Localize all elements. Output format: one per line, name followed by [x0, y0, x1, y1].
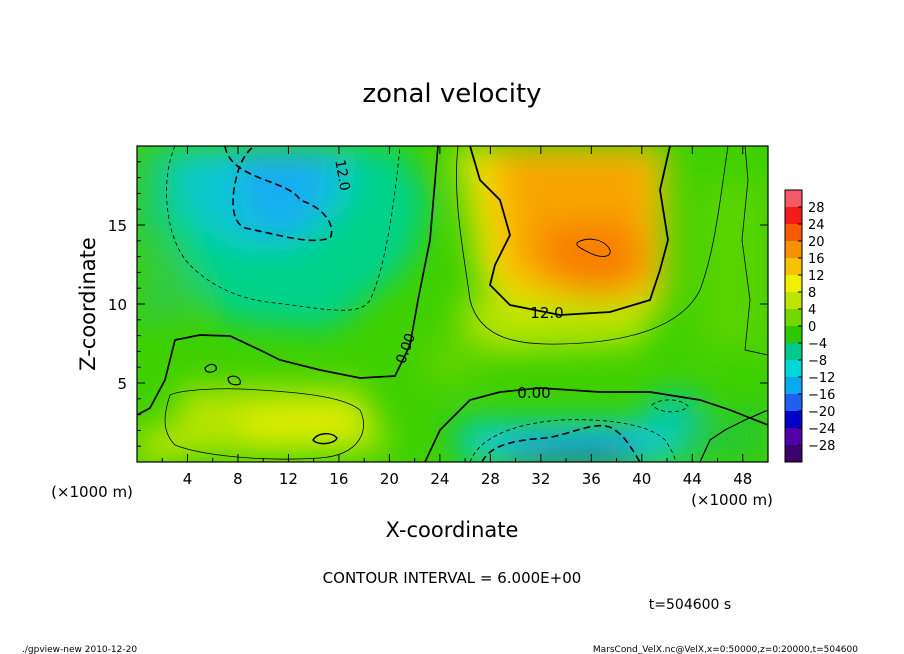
contour-label-zero-bottom: 0.00 [517, 384, 550, 402]
colorbar-swatch [785, 343, 802, 361]
colorbar-swatch [785, 360, 802, 378]
colorbar-label: 28 [808, 201, 825, 216]
colorbar-label: 16 [808, 252, 825, 267]
colorbar-label: 24 [808, 218, 825, 233]
x-tick-label: 16 [329, 470, 348, 488]
colorbar-swatch [785, 292, 802, 310]
colorbar-label: −8 [808, 354, 827, 369]
x-unit-label-left: (×1000 m) [51, 483, 133, 501]
y-axis: 5 10 15 [108, 161, 768, 447]
colorbar-swatch [785, 394, 802, 412]
plot-area: 12.0 0.00 12.0 0.00 [136, 145, 769, 463]
time-label: t=504600 s [649, 597, 731, 613]
program-footer: ./gpview-new 2010-12-20 [22, 645, 137, 654]
x-tick-label: 44 [683, 470, 702, 488]
x-tick-label: 40 [632, 470, 651, 488]
y-tick-label: 5 [117, 375, 127, 393]
x-tick-label: 48 [733, 470, 752, 488]
x-tick-label: 4 [183, 470, 193, 488]
chart-title: zonal velocity [362, 79, 541, 109]
colorbar-label: −24 [808, 422, 835, 437]
x-axis-title: X-coordinate [386, 518, 519, 542]
colorbar-label: 8 [808, 286, 816, 301]
contour-interval-text: CONTOUR INTERVAL = 6.000E+00 [323, 569, 582, 587]
contour-label-12-top: 12.0 [331, 159, 352, 192]
x-tick-label: 36 [582, 470, 601, 488]
colorbar-label: −16 [808, 388, 835, 403]
colorbar-swatch [785, 445, 802, 463]
colorbar-swatch [785, 207, 802, 225]
x-tick-label: 12 [279, 470, 298, 488]
colorbar: 28 24 20 16 12 8 4 0 −4 −8 −12 −16 −20 −24 −28 [784, 189, 835, 463]
colorbar-label: 4 [808, 303, 816, 318]
y-tick-label: 10 [108, 296, 127, 314]
colorbar-label: 12 [808, 269, 825, 284]
y-axis-title: Z-coordinate [76, 237, 100, 371]
source-footer: MarsCond_VelX.nc@VelX,x=0:50000,z=0:2000… [593, 645, 858, 654]
colorbar-swatch [785, 309, 802, 327]
contour-label-12-right: 12.0 [530, 304, 563, 322]
contour-lines [137, 146, 768, 462]
colorbar-swatch [785, 275, 802, 293]
x-axis: 4 8 12 16 20 24 28 32 36 40 44 48 [161, 146, 752, 488]
contour-labels: 12.0 0.00 12.0 0.00 [331, 159, 563, 402]
colorbar-swatch [785, 377, 802, 395]
colorbar-swatch [785, 258, 802, 276]
colorbar-label: 0 [808, 320, 816, 335]
colorbar-label: 20 [808, 235, 825, 250]
x-tick-label: 20 [380, 470, 399, 488]
colorbar-label: −12 [808, 371, 835, 386]
colorbar-swatch [785, 224, 802, 242]
x-tick-label: 8 [233, 470, 243, 488]
colorbar-swatch [785, 326, 802, 344]
x-tick-label: 32 [531, 470, 550, 488]
y-tick-label: 15 [108, 217, 127, 235]
x-tick-label: 28 [481, 470, 500, 488]
colorbar-label: −20 [808, 405, 835, 420]
colorbar-swatch [785, 428, 802, 446]
x-unit-label-right: (×1000 m) [691, 491, 773, 509]
colorbar-label: −4 [808, 337, 827, 352]
x-tick-label: 24 [430, 470, 449, 488]
colorbar-swatch [785, 190, 802, 208]
colorbar-label: −28 [808, 439, 835, 454]
colorbar-swatch [785, 241, 802, 259]
colorbar-swatch [785, 411, 802, 429]
